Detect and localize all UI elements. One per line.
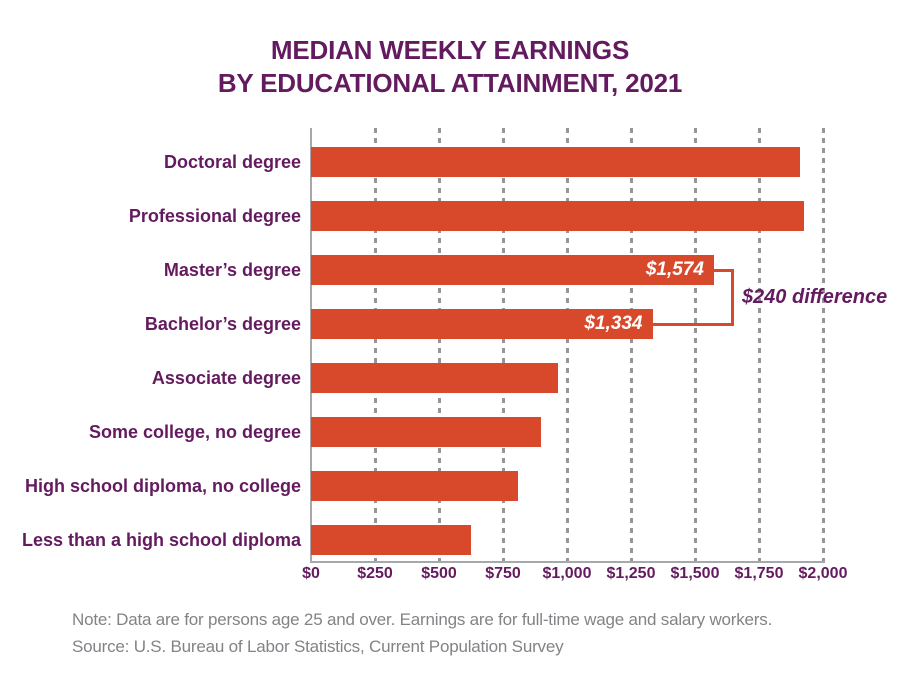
category-label: Master’s degree: [163, 260, 301, 280]
footer: Note: Data are for persons age 25 and ov…: [72, 606, 882, 660]
chart-title-line1: MEDIAN WEEKLY EARNINGS: [270, 35, 630, 65]
gridline: [566, 128, 569, 563]
x-tick-label: $1,000: [542, 565, 592, 582]
bar: $1,334: [311, 309, 653, 339]
table-row: Bachelor’s degree $1,334: [0, 297, 900, 351]
bar: [311, 471, 519, 501]
x-tick-label: $0: [302, 565, 320, 582]
category-label: High school diploma, no college: [24, 476, 301, 496]
x-axis-line: [310, 561, 825, 563]
gridline: [374, 128, 377, 563]
bar-value-label: $1,574: [645, 259, 704, 280]
gridline: [502, 128, 505, 563]
gridline: [438, 128, 441, 563]
bar: [311, 417, 542, 447]
bar-track: [311, 351, 900, 405]
x-axis-ticks: $0 $250 $500 $750 $1,000 $1,250 $1,500 $1,750 $2…: [302, 565, 847, 589]
bar-track: [311, 513, 900, 567]
bar-track: [311, 189, 900, 243]
bar: [311, 363, 558, 393]
category-label: Doctoral degree: [163, 152, 301, 172]
category-label: Less than a high school diploma: [21, 530, 301, 550]
x-tick-label: $500: [421, 565, 457, 582]
category-label: Some college, no degree: [88, 422, 301, 442]
gridline: [758, 128, 761, 563]
x-tick-label: $1,250: [606, 565, 656, 582]
bar: $1,574: [311, 255, 714, 285]
table-row: Master’s degree $1,574: [0, 243, 900, 297]
table-row: Some college, no degree: [0, 405, 900, 459]
gridline: [694, 128, 697, 563]
category-label: Associate degree: [151, 368, 301, 388]
gridline: [630, 128, 633, 563]
bar-track: $1,574: [311, 243, 900, 297]
bar: [311, 525, 472, 555]
footer-note: Note: Data are for persons age 25 and ov…: [72, 610, 773, 629]
bar: [311, 147, 800, 177]
bar-track: [311, 135, 900, 189]
gridline: [822, 128, 825, 563]
bracket-line: [652, 322, 734, 326]
table-row: Associate degree: [0, 351, 900, 405]
table-row: High school diploma, no college: [0, 459, 900, 513]
table-row: Doctoral degree: [0, 135, 900, 189]
bracket-line: [730, 268, 734, 326]
footer-source: Source: U.S. Bureau of Labor Statistics,…: [72, 637, 564, 656]
chart-title-line2: BY EDUCATIONAL ATTAINMENT, 2021: [217, 68, 683, 98]
chart-title: MEDIAN WEEKLY EARNINGS BY EDUCATIONAL AT…: [0, 34, 900, 100]
bracket-line: [713, 268, 734, 272]
bar-track: $1,334: [311, 297, 900, 351]
table-row: Less than a high school diploma: [0, 513, 900, 567]
x-tick-label: $2,000: [798, 565, 848, 582]
category-label: Professional degree: [128, 206, 301, 226]
x-tick-label: $1,500: [670, 565, 720, 582]
x-tick-label: $1,750: [734, 565, 784, 582]
x-tick-label: $750: [485, 565, 521, 582]
bar-value-label: $1,334: [584, 313, 643, 334]
difference-annotation: $240 difference: [741, 286, 888, 308]
bar-rows: Doctoral degree Professional degree Master…: [0, 135, 900, 567]
category-label: Bachelor’s degree: [144, 314, 301, 334]
bar-track: [311, 405, 900, 459]
table-row: Professional degree: [0, 189, 900, 243]
y-axis-line: [310, 128, 312, 563]
bar: [311, 201, 804, 231]
bar-track: [311, 459, 900, 513]
x-tick-label: $250: [357, 565, 393, 582]
plot-area: $240 difference: [310, 128, 887, 563]
